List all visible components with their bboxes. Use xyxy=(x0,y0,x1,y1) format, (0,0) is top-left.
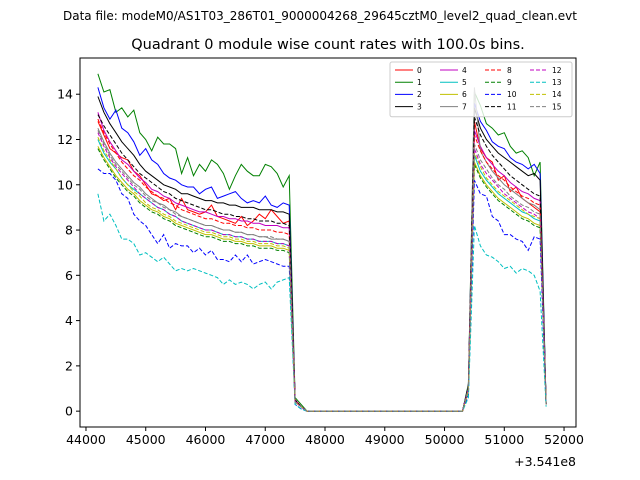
chart-title: Quadrant 0 module wise count rates with … xyxy=(131,37,525,53)
y-axis: 0 2 4 6 8 10 12 14 xyxy=(57,87,80,419)
legend-label: 1 xyxy=(417,78,422,87)
y-tick-label: 12 xyxy=(57,132,73,147)
x-tick-label: 47000 xyxy=(245,432,285,447)
legend-entry-8: 8 xyxy=(485,66,512,75)
x-tick-label: 51000 xyxy=(484,432,524,447)
legend-entry-7: 7 xyxy=(440,102,467,111)
legend-box xyxy=(389,61,573,118)
legend-label: 2 xyxy=(417,90,422,99)
x-tick-label: 52000 xyxy=(544,432,584,447)
axes-background xyxy=(80,58,576,427)
legend-entry-11: 11 xyxy=(485,102,517,111)
plot-area: 44000 45000 46000 47000 48000 49000 50000 51000… xyxy=(57,57,584,447)
legend-label: 4 xyxy=(462,66,467,75)
series-line-15 xyxy=(97,130,547,412)
legend-label: 14 xyxy=(552,90,562,99)
legend-entry-3: 3 xyxy=(395,102,422,111)
x-tick-label: 48000 xyxy=(305,432,345,447)
x-tick-label: 49000 xyxy=(365,432,405,447)
y-tick-label: 2 xyxy=(65,358,73,373)
legend-label: 7 xyxy=(462,102,467,111)
legend-entry-15: 15 xyxy=(530,102,562,111)
legend-entry-10: 10 xyxy=(485,90,517,99)
axes-frame xyxy=(79,57,577,428)
y-tick-label: 14 xyxy=(57,87,73,102)
x-tick-label: 46000 xyxy=(186,432,226,447)
legend-label: 0 xyxy=(417,66,422,75)
legend-label: 12 xyxy=(552,66,562,75)
legend-label: 10 xyxy=(507,90,517,99)
series-layer xyxy=(97,73,547,412)
series-15 xyxy=(97,130,547,412)
legend-entry-13: 13 xyxy=(530,78,562,87)
legend-label: 5 xyxy=(462,78,467,87)
legend-label: 9 xyxy=(507,78,512,87)
legend-entry-5: 5 xyxy=(440,78,467,87)
y-tick-label: 0 xyxy=(65,404,73,419)
legend-label: 3 xyxy=(417,102,422,111)
legend-label: 8 xyxy=(507,66,512,75)
legend-entry-6: 6 xyxy=(440,90,467,99)
legend-entry-9: 9 xyxy=(485,78,512,87)
x-tick-label: 44000 xyxy=(66,432,106,447)
y-tick-label: 6 xyxy=(65,268,73,283)
y-tick-label: 10 xyxy=(57,177,73,192)
legend-label: 15 xyxy=(552,102,562,111)
legend-label: 11 xyxy=(507,102,517,111)
x-tick-label: 50000 xyxy=(425,432,465,447)
x-offset-label: +3.541e8 xyxy=(514,454,576,469)
legend-label: 6 xyxy=(462,90,467,99)
y-tick-label: 4 xyxy=(65,313,73,328)
suptitle: Data file: modeM0/AS1T03_286T01_90000042… xyxy=(63,9,577,23)
legend-entry-2: 2 xyxy=(395,90,422,99)
legend-entry-14: 14 xyxy=(530,90,562,99)
legend-entry-1: 1 xyxy=(395,78,422,87)
legend-entry-4: 4 xyxy=(440,66,467,75)
legend-entry-0: 0 xyxy=(395,66,422,75)
y-tick-label: 8 xyxy=(65,223,73,238)
legend-label: 13 xyxy=(552,78,562,87)
x-axis: 44000 45000 46000 47000 48000 49000 50000 51000… xyxy=(66,427,584,447)
legend-entry-12: 12 xyxy=(530,66,562,75)
x-tick-label: 45000 xyxy=(126,432,166,447)
